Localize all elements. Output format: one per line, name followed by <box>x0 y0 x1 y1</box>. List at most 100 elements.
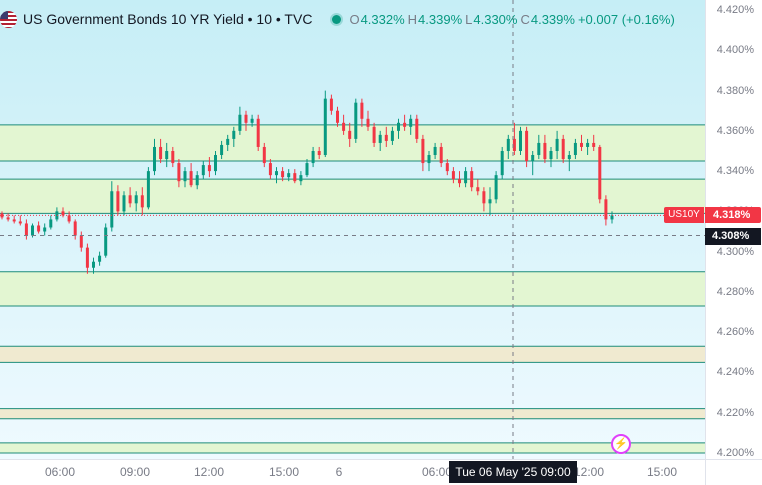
candle-body <box>397 122 400 131</box>
candle-body <box>293 173 297 182</box>
candle-body <box>0 213 4 218</box>
candle-body <box>470 171 474 188</box>
time-tick-label: 6 <box>335 465 343 479</box>
price-tick-label: 4.240% <box>716 366 754 379</box>
candle-body <box>519 130 522 151</box>
open-value: 4.332% <box>360 11 405 27</box>
zone-3 <box>0 346 705 363</box>
price-tick-label: 4.280% <box>716 285 754 298</box>
candle-body <box>458 179 461 184</box>
candle-body <box>98 255 102 262</box>
candle-body <box>592 142 596 147</box>
candle-body <box>403 122 407 127</box>
candle-body <box>31 225 34 236</box>
candle-body <box>372 126 376 143</box>
candle-body <box>409 118 413 127</box>
candle-body <box>171 150 175 164</box>
candle-body <box>415 118 419 139</box>
candle-body <box>464 171 468 184</box>
candle-body <box>177 163 181 182</box>
us-flag-icon <box>0 10 17 28</box>
candle-body <box>61 211 65 216</box>
lightning-icon[interactable]: ⚡ <box>611 434 631 454</box>
candle-body <box>305 163 309 176</box>
candle-body <box>250 118 254 123</box>
candle-body <box>92 261 95 268</box>
candle-body <box>348 130 352 139</box>
candle-body <box>317 150 321 156</box>
candle-body <box>73 221 77 236</box>
candle-body <box>378 134 382 143</box>
candle-body <box>445 163 449 172</box>
price-tick-label: 4.340% <box>716 165 754 178</box>
time-tick-label: 12:00 <box>573 465 605 479</box>
candle-body <box>427 155 431 164</box>
low-label: L <box>465 11 473 27</box>
candle-body <box>207 165 211 172</box>
time-tick-label: 06:00 <box>44 465 76 479</box>
candle-body <box>494 175 498 200</box>
candle-body <box>567 155 571 160</box>
candle-body <box>543 142 547 160</box>
candle-body <box>555 138 559 151</box>
candle-body <box>323 98 327 156</box>
candle-body <box>128 195 132 204</box>
candle-body <box>342 122 346 131</box>
candle-body <box>586 142 590 147</box>
candle-body <box>110 191 114 228</box>
high-value: 4.339% <box>418 11 463 27</box>
candle-body <box>85 247 89 268</box>
open-label: O <box>349 11 360 27</box>
chart-legend: US Government Bonds 10 YR Yield • 10 • T… <box>0 7 678 31</box>
candle-body <box>360 102 364 119</box>
close-label: C <box>520 11 530 27</box>
candle-body <box>451 171 455 180</box>
candle-body <box>287 173 291 178</box>
candle-body <box>604 199 608 220</box>
close-value: 4.339% <box>530 11 575 27</box>
candle-body <box>311 150 315 164</box>
candle-body <box>49 219 53 228</box>
time-tick-label: 15:00 <box>646 465 678 479</box>
candle-body <box>165 150 169 160</box>
price-tick-label: 4.200% <box>716 446 754 459</box>
candle-body <box>580 142 583 147</box>
price-tick-label: 4.260% <box>716 326 754 339</box>
candle-body <box>18 221 22 224</box>
candle-body <box>55 211 59 220</box>
price-tick-label: 4.400% <box>716 44 754 57</box>
time-tick-label: 06:00 <box>421 465 453 479</box>
candle-body <box>525 130 529 162</box>
candle-body <box>37 225 41 232</box>
price-tick-label: 4.220% <box>716 406 754 419</box>
candle-body <box>116 191 120 212</box>
candle-body <box>134 195 138 204</box>
candle-body <box>281 171 285 178</box>
candle-body <box>104 227 108 256</box>
candle-body <box>79 235 83 248</box>
market-status-icon[interactable] <box>332 14 342 24</box>
zone-2 <box>0 271 705 306</box>
candle-body <box>146 171 150 208</box>
candle-body <box>220 144 224 156</box>
crosshair-time-label: Tue 06 May '25 09:00 <box>449 461 577 483</box>
candle-body <box>183 171 187 182</box>
candle-body <box>336 110 339 123</box>
candle-body <box>500 150 504 176</box>
candle-body <box>354 102 358 139</box>
chart-plot-area[interactable] <box>0 0 705 459</box>
candle-body <box>140 195 144 208</box>
candle-body <box>433 146 437 156</box>
low-value: 4.330% <box>473 11 518 27</box>
candle-body <box>153 146 156 172</box>
candle-body <box>482 191 486 204</box>
time-axis[interactable]: 06:00 09:00 12:00 15:00 6 06:00 12:00 15:00 <box>0 459 705 485</box>
candle-body <box>195 175 199 186</box>
price-tick-label: 4.300% <box>716 245 754 258</box>
symbol-title[interactable]: US Government Bonds 10 YR Yield • 10 • T… <box>23 11 313 27</box>
candle-body <box>329 98 333 111</box>
candle-body <box>214 155 217 172</box>
candle-body <box>439 146 443 164</box>
candle-body <box>122 195 126 212</box>
candle-body <box>549 150 553 160</box>
